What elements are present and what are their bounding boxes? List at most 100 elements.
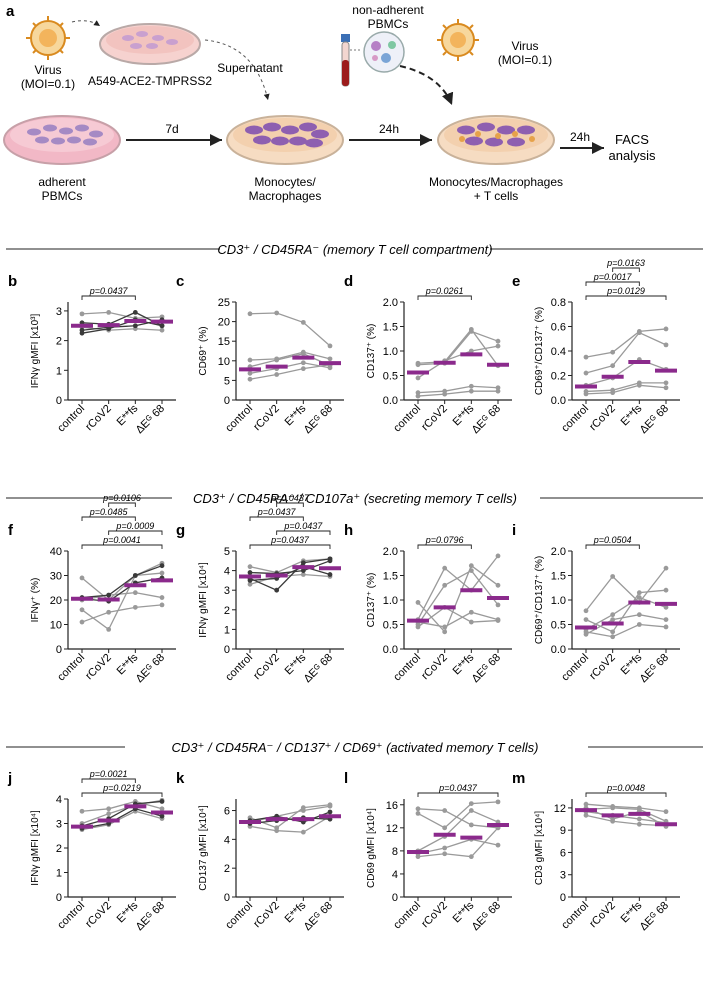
donor-grey-point: [300, 572, 306, 577]
donor-grey-point: [636, 612, 642, 618]
step-label-7d: 7d: [165, 122, 178, 136]
x-tick-label: control: [223, 403, 255, 435]
monocyte-dish-icon: [226, 115, 344, 165]
donor-grey-point: [415, 362, 421, 368]
p-value-label: p=0.0437: [257, 507, 297, 517]
y-tick-label: 1.0: [383, 595, 398, 607]
donor-grey-point: [327, 356, 333, 362]
x-tick-label: ΔEᴳ 68: [134, 652, 168, 686]
adherent-label-2: PBMCs: [42, 189, 83, 203]
donor-grey-point: [468, 383, 474, 389]
donor-dark-point: [159, 799, 165, 804]
workflow-panel: a Virus (MOI=0.1) A549-ACE: [3, 3, 656, 203]
y-tick-label: 1: [56, 868, 62, 880]
y-tick-label: 1.5: [383, 322, 398, 334]
virus-right-icon: [437, 19, 479, 61]
donor-dark-line: [81, 808, 163, 830]
y-tick-label: 40: [50, 546, 62, 558]
donor-dark-point: [106, 592, 112, 598]
x-tick-label: control: [55, 403, 87, 435]
y-tick-label: 12: [554, 803, 566, 815]
panel-label-b: b: [8, 273, 17, 290]
x-tick-label: ΔEᴳ 68: [470, 403, 504, 437]
virus-left-icon: [26, 16, 70, 60]
donor-grey-line: [249, 804, 331, 829]
y-tick-label: 0.6: [551, 322, 566, 334]
y-tick-label: 3: [224, 585, 230, 597]
donor-grey-point: [415, 393, 421, 399]
y-tick-label: 2.0: [551, 546, 566, 558]
donor-grey-line: [585, 331, 667, 374]
donor-grey-point: [610, 617, 616, 622]
donor-grey-point: [663, 587, 669, 593]
y-axis-label: CD137⁺ (%): [366, 573, 377, 628]
y-tick-label: 6: [224, 806, 230, 818]
panel-label-i: i: [512, 522, 516, 539]
donor-grey-line: [585, 810, 667, 824]
y-axis-label: IFNγ gMFI [x10⁴]: [30, 810, 41, 886]
donor-grey-point: [583, 629, 589, 635]
step-label-24h-a: 24h: [379, 122, 399, 136]
donor-dark-point: [327, 572, 333, 577]
x-tick-label: rCoV2: [587, 900, 618, 931]
donor-grey-point: [583, 812, 589, 818]
y-tick-label: 4: [224, 834, 230, 846]
y-tick-label: 4: [392, 869, 398, 881]
significance-bracket: [585, 295, 667, 300]
y-tick-label: 3: [56, 306, 62, 318]
y-tick-label: 0.0: [551, 395, 566, 407]
significance-bracket: [249, 544, 331, 549]
y-tick-label: 25: [218, 297, 230, 309]
donor-dark-line: [81, 319, 163, 331]
donor-grey-point: [610, 363, 616, 369]
donor-dark-point: [132, 323, 138, 329]
monocytes-label-1: Monocytes/: [254, 175, 316, 189]
donor-grey-point: [495, 553, 501, 559]
y-tick-label: 0.2: [551, 371, 566, 383]
y-tick-label: 3: [560, 870, 566, 882]
virus-left-moi: (MOI=0.1): [21, 77, 75, 91]
x-tick-label: ΔEᴳ 68: [638, 900, 672, 934]
donor-grey-point: [636, 821, 642, 827]
x-tick-label: rCoV2: [83, 652, 114, 683]
donor-grey-line: [585, 589, 667, 633]
donor-dark-line: [249, 565, 331, 582]
panel-label-m: m: [512, 770, 525, 787]
donor-grey-point: [247, 311, 253, 317]
donor-grey-point: [663, 326, 669, 332]
p-value-label: p=0.0796: [425, 535, 464, 545]
virus-right-label: Virus: [511, 39, 538, 53]
pbmc-to-coculture-arrow: [399, 65, 454, 106]
donor-grey-point: [663, 809, 669, 815]
donor-grey-point: [79, 311, 85, 317]
donor-grey-point: [610, 818, 616, 824]
y-axis-label: CD69 gMFI [x10⁴]: [366, 808, 377, 888]
donor-grey-point: [583, 370, 589, 376]
donor-grey-line: [249, 573, 331, 585]
panel-label-k: k: [176, 770, 185, 787]
donor-grey-line: [417, 564, 499, 634]
section-title-1: CD3⁺ / CD45RA⁻ (memory T cell compartmen…: [217, 242, 492, 257]
y-axis-label: CD137 gMFI [x10⁴]: [198, 805, 209, 891]
x-tick-label: control: [223, 652, 255, 684]
a549-dish-icon: [99, 23, 201, 65]
donor-grey-point: [442, 565, 448, 571]
donor-grey-line: [585, 384, 667, 395]
donor-grey-point: [495, 582, 501, 588]
x-tick-label: control: [391, 652, 423, 684]
significance-bracket: [417, 295, 472, 300]
donor-grey-point: [159, 602, 165, 608]
x-tick-label: ΔEᴳ 68: [302, 652, 336, 686]
donor-grey-line: [81, 562, 163, 601]
panel-label-c: c: [176, 273, 184, 290]
panel-label-d: d: [344, 273, 353, 290]
significance-bracket: [585, 544, 640, 549]
donor-grey-point: [583, 354, 589, 360]
donor-dark-line: [249, 817, 331, 825]
significance-bracket: [276, 502, 304, 507]
facs-label-2: analysis: [609, 148, 656, 163]
donor-dark-point: [132, 309, 138, 315]
donor-grey-point: [583, 801, 589, 807]
